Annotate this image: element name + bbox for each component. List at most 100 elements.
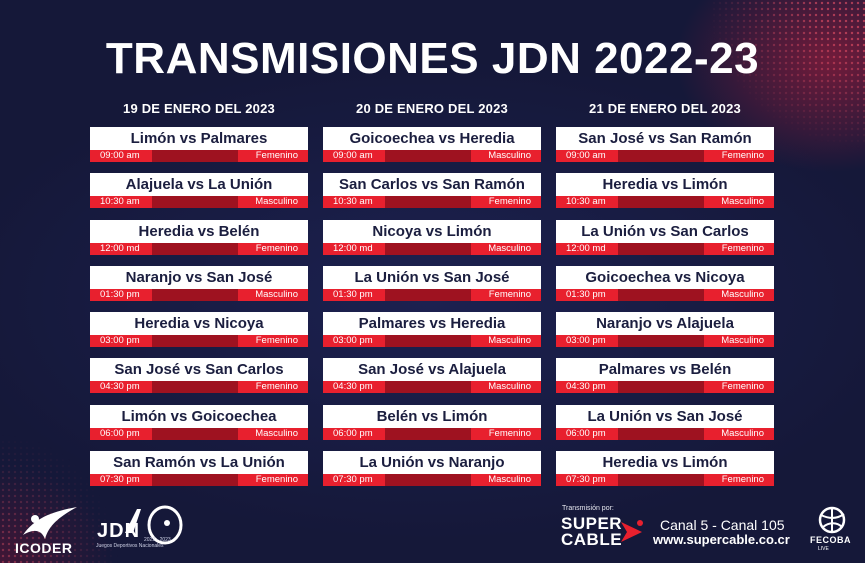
match-teams: Naranjo vs San José [90, 265, 308, 289]
match-time: 06:00 pm [566, 427, 606, 439]
match-teams: Limón vs Goicoechea [90, 404, 308, 428]
match-info-bar: 12:00 md Femenino [556, 242, 774, 255]
info-bar-divider [385, 474, 471, 487]
match-time: 12:00 md [100, 242, 140, 254]
match-teams: San Carlos vs San Ramón [323, 173, 541, 197]
match-card: San Ramón vs La Unión 07:30 pm Femenino [90, 451, 308, 487]
match-card: San José vs Alajuela 04:30 pm Masculino [323, 358, 541, 394]
match-teams: San José vs Alajuela [323, 358, 541, 382]
match-category: Masculino [255, 196, 298, 208]
match-time: 03:00 pm [100, 335, 140, 347]
info-bar-divider [385, 196, 471, 209]
match-category: Femenino [488, 288, 531, 300]
match-card: Alajuela vs La Unión 10:30 am Masculino [90, 173, 308, 209]
match-card: Limón vs Palmares 09:00 am Femenino [90, 127, 308, 162]
info-bar-divider [618, 474, 704, 487]
match-info-bar: 07:30 pm Masculino [323, 474, 541, 487]
match-teams: Goicoechea vs Nicoya [556, 265, 774, 289]
match-teams: La Unión vs San José [323, 265, 541, 289]
channel-numbers: Canal 5 - Canal 105 [660, 517, 785, 533]
info-bar-divider [152, 288, 238, 301]
match-teams: Palmares vs Belén [556, 358, 774, 382]
match-category: Masculino [488, 150, 531, 161]
info-bar-divider [385, 381, 471, 394]
match-category: Masculino [488, 335, 531, 347]
match-category: Masculino [488, 381, 531, 393]
match-time: 07:30 pm [566, 474, 606, 486]
info-bar-divider [618, 196, 704, 209]
match-category: Femenino [488, 427, 531, 439]
match-time: 01:30 pm [566, 288, 606, 300]
match-teams: Heredia vs Belén [90, 219, 308, 243]
match-time: 12:00 md [333, 242, 373, 254]
match-category: Femenino [721, 242, 764, 254]
match-time: 06:00 pm [333, 427, 373, 439]
info-bar-divider [618, 150, 704, 162]
match-info-bar: 07:30 pm Femenino [90, 474, 308, 487]
match-info-bar: 01:30 pm Masculino [90, 288, 308, 301]
match-teams: Belén vs Limón [323, 404, 541, 428]
info-bar-divider [152, 335, 238, 348]
page-title: TRANSMISIONES JDN 2022-23 [105, 34, 760, 83]
match-info-bar: 01:30 pm Masculino [556, 288, 774, 301]
play-arrow-icon [621, 520, 643, 542]
day-column: 19 DE ENERO DEL 2023 Limón vs Palmares 09:… [90, 100, 308, 497]
supercable-logo-line1: SUPER [561, 514, 623, 533]
match-category: Masculino [488, 242, 531, 254]
match-category: Femenino [488, 196, 531, 208]
match-teams: Naranjo vs Alajuela [556, 312, 774, 336]
match-category: Femenino [721, 381, 764, 393]
website-link[interactable]: www.supercable.co.cr [653, 532, 790, 547]
match-category: Masculino [721, 427, 764, 439]
match-info-bar: 09:00 am Femenino [556, 150, 774, 162]
match-card: Heredia vs Limón 07:30 pm Femenino [556, 451, 774, 487]
match-card: La Unión vs Naranjo 07:30 pm Masculino [323, 451, 541, 487]
match-time: 12:00 md [566, 242, 606, 254]
info-bar-divider [385, 427, 471, 440]
match-info-bar: 12:00 md Femenino [90, 242, 308, 255]
match-info-bar: 10:30 am Masculino [556, 196, 774, 209]
match-info-bar: 04:30 pm Femenino [90, 381, 308, 394]
info-bar-divider [152, 242, 238, 255]
info-bar-divider [618, 335, 704, 348]
info-bar-divider [152, 150, 238, 162]
match-card: La Unión vs San José 06:00 pm Masculino [556, 404, 774, 440]
match-teams: San José vs San Ramón [556, 127, 774, 150]
info-bar-divider [618, 427, 704, 440]
match-card: Naranjo vs San José 01:30 pm Masculino [90, 265, 308, 301]
match-card: Palmares vs Heredia 03:00 pm Masculino [323, 312, 541, 348]
match-category: Femenino [255, 474, 298, 486]
match-time: 04:30 pm [100, 381, 140, 393]
match-category: Masculino [721, 288, 764, 300]
match-teams: Nicoya vs Limón [323, 219, 541, 243]
info-bar-divider [385, 335, 471, 348]
match-teams: Heredia vs Nicoya [90, 312, 308, 336]
match-time: 10:30 am [100, 196, 140, 208]
match-time: 01:30 pm [100, 288, 140, 300]
match-card: Heredia vs Belén 12:00 md Femenino [90, 219, 308, 255]
match-card: Palmares vs Belén 04:30 pm Femenino [556, 358, 774, 394]
match-info-bar: 06:00 pm Femenino [323, 427, 541, 440]
fecoba-live-badge: LIVE [818, 546, 829, 552]
info-bar-divider [618, 242, 704, 255]
match-teams: La Unión vs San Carlos [556, 219, 774, 243]
match-time: 01:30 pm [333, 288, 373, 300]
day-date-heading: 21 DE ENERO DEL 2023 [589, 101, 741, 116]
match-teams: San Ramón vs La Unión [90, 451, 308, 475]
match-teams: Palmares vs Heredia [323, 312, 541, 336]
supercable-logo: SUPER CABLE [561, 514, 623, 548]
info-bar-divider [385, 288, 471, 301]
match-time: 09:00 am [333, 150, 373, 161]
match-category: Masculino [721, 196, 764, 208]
match-info-bar: 04:30 pm Masculino [323, 381, 541, 394]
match-time: 07:30 pm [100, 474, 140, 486]
icoder-logo-text: ICODER [15, 540, 73, 556]
day-column: 20 DE ENERO DEL 2023 Goicoechea vs Heredi… [323, 100, 541, 497]
info-bar-divider [385, 150, 471, 162]
match-category: Femenino [721, 474, 764, 486]
match-card: Naranjo vs Alajuela 03:00 pm Masculino [556, 312, 774, 348]
jdn-subtitle: Juegos Deportivos Nacionales [96, 543, 164, 549]
match-info-bar: 03:00 pm Masculino [323, 335, 541, 348]
match-card: Heredia vs Limón 10:30 am Masculino [556, 173, 774, 209]
match-card: La Unión vs San Carlos 12:00 md Femenino [556, 219, 774, 255]
